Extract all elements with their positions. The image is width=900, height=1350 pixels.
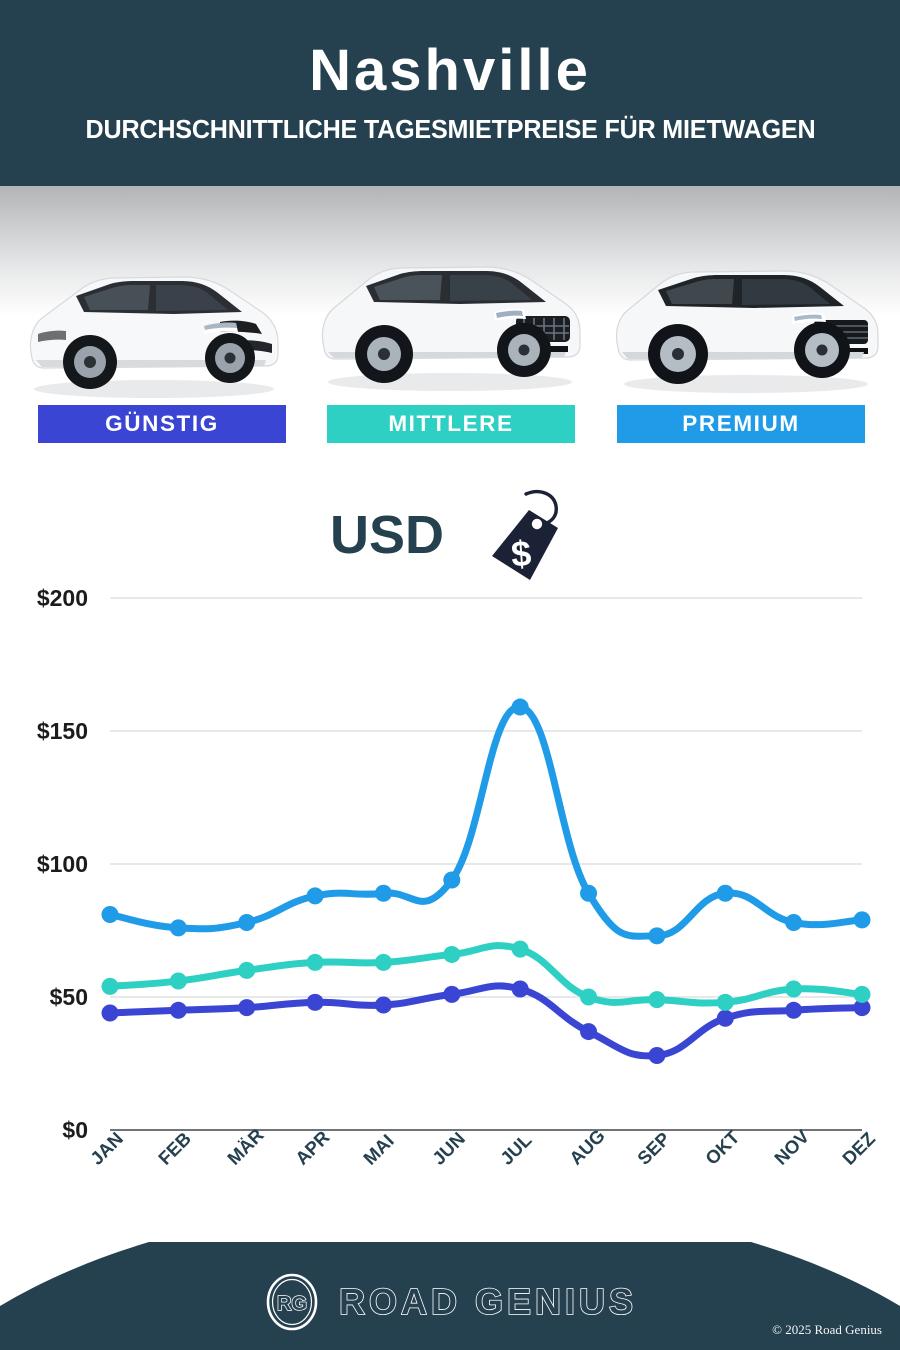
category-label: GÜNSTIG: [105, 411, 219, 436]
data-point: [443, 871, 461, 889]
data-point: [169, 972, 187, 990]
y-axis-tick: $150: [36, 718, 88, 744]
brand-name: ROAD GENIUS: [338, 1280, 638, 1323]
data-point: [238, 999, 256, 1017]
currency-indicator: USD $: [330, 489, 570, 584]
economy-car-icon: [14, 250, 290, 402]
chart-canvas: [101, 597, 871, 1131]
rg-logo-icon: RG: [266, 1273, 318, 1331]
data-point: [101, 977, 119, 995]
data-point: [374, 884, 392, 902]
currency-label: USD: [330, 505, 445, 565]
data-point: [306, 993, 324, 1011]
data-point: [716, 1009, 734, 1027]
data-point: [853, 985, 871, 1003]
data-point: [101, 1004, 119, 1022]
data-point: [238, 961, 256, 979]
series-mittlere: [101, 940, 871, 1011]
category-label: PREMIUM: [682, 411, 800, 436]
data-point: [580, 884, 598, 902]
footer: RG ROAD GENIUS © 2025 Road Genius: [0, 1242, 900, 1350]
data-point: [374, 996, 392, 1014]
data-point: [374, 953, 392, 971]
category-badge-economy: GÜNSTIG: [38, 405, 286, 443]
y-axis-tick: $200: [36, 585, 88, 611]
premium-suv-icon: [606, 244, 882, 396]
midsize-suv-icon: [310, 242, 586, 394]
series-günstig: [101, 980, 871, 1065]
data-point: [169, 1001, 187, 1019]
data-point: [101, 906, 119, 924]
data-point: [511, 980, 529, 998]
series-premium: [101, 698, 871, 945]
data-point: [443, 945, 461, 963]
y-axis-tick: $100: [36, 851, 88, 877]
price-line-chart: $0 $50 $100 $150 $200 JAN FEB MÄR APR MAI JUN JUL A…: [0, 560, 900, 1220]
page-subtitle: DURCHSCHNITTLICHE TAGESMIETPREISE FÜR MI…: [85, 115, 815, 144]
data-point: [785, 914, 803, 932]
category-badge-midsize: MITTLERE: [327, 405, 575, 443]
category-legend: GÜNSTIG MITTLERE PREMIUM: [0, 405, 900, 445]
data-point: [648, 1047, 666, 1065]
page-title: Nashville: [309, 38, 591, 104]
footer-shape: [0, 1242, 900, 1350]
data-point: [306, 887, 324, 905]
data-point: [785, 1001, 803, 1019]
copyright-text: © 2025 Road Genius: [772, 1322, 882, 1337]
data-point: [648, 991, 666, 1009]
series-line: [106, 942, 866, 1007]
data-point: [716, 993, 734, 1011]
series-line: [106, 703, 866, 940]
y-axis-tick: $50: [49, 984, 88, 1010]
data-point: [853, 999, 871, 1017]
data-point: [716, 884, 734, 902]
svg-text:$: $: [510, 532, 533, 574]
car-illustrations: [0, 236, 900, 398]
brand-logo: RG ROAD GENIUS: [263, 1273, 637, 1331]
data-point: [853, 911, 871, 929]
data-point: [238, 914, 256, 932]
svg-text:RG: RG: [277, 1293, 307, 1315]
data-point: [443, 985, 461, 1003]
data-point: [511, 698, 529, 716]
data-point: [785, 980, 803, 998]
data-point: [648, 927, 666, 945]
category-label: MITTLERE: [388, 411, 514, 436]
header-banner: Nashville DURCHSCHNITTLICHE TAGESMIETPRE…: [0, 0, 900, 186]
chart-series: [101, 698, 871, 1065]
data-point: [580, 1023, 598, 1041]
data-point: [580, 988, 598, 1006]
y-axis-tick: $0: [62, 1117, 88, 1143]
price-tag-icon: $: [492, 489, 558, 580]
data-point: [306, 953, 324, 971]
data-point: [169, 919, 187, 937]
data-point: [511, 940, 529, 958]
chart-gridlines: [110, 597, 862, 1131]
category-badge-premium: PREMIUM: [617, 405, 865, 443]
